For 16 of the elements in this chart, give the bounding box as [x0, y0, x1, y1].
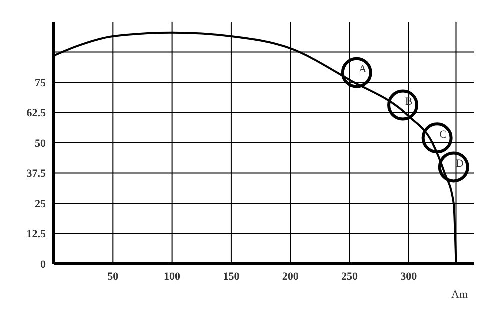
y-tick-label: 75 [35, 77, 46, 90]
x-tick-label: 100 [164, 270, 182, 283]
x-tick-label: 300 [400, 270, 418, 283]
y-tick-label: 0 [40, 258, 46, 271]
y-tick-label: 25 [35, 198, 46, 210]
y-tick-label: 37.5 [26, 168, 46, 180]
x-tick-label: 200 [282, 270, 300, 283]
annotation: C [440, 129, 447, 142]
x-axis-title: Am [452, 289, 468, 301]
x-tick-label: 250 [342, 270, 359, 283]
x-tick-label: 150 [223, 270, 240, 283]
y-tick-label: 62.5 [26, 108, 46, 120]
x-tick-label: 50 [108, 270, 120, 283]
annotation: A [358, 64, 367, 76]
y-tick-label: 12.5 [26, 228, 46, 241]
y-tick-label: 50 [35, 138, 46, 150]
